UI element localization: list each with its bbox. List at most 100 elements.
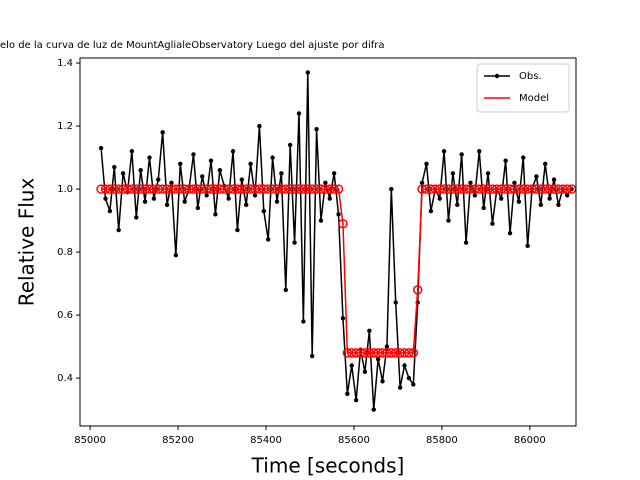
point <box>496 184 506 194</box>
point <box>397 385 403 390</box>
point <box>430 184 441 194</box>
point <box>472 193 478 198</box>
point <box>443 184 454 194</box>
point <box>239 177 245 182</box>
point <box>156 177 161 182</box>
point <box>395 348 405 358</box>
y-axis-label: Relative Flux <box>15 178 39 307</box>
point <box>336 212 341 217</box>
point <box>503 158 508 163</box>
point <box>201 184 212 194</box>
point <box>164 202 170 208</box>
point <box>478 184 489 194</box>
x-tick-label: 86000 <box>514 435 546 446</box>
point <box>208 158 214 163</box>
point <box>320 184 331 194</box>
point <box>272 184 282 194</box>
point <box>131 184 142 194</box>
point <box>279 171 284 176</box>
point <box>116 227 121 233</box>
point <box>441 149 447 154</box>
point <box>307 184 317 194</box>
y-tick-label: 0.4 <box>57 373 73 384</box>
point <box>329 184 339 194</box>
point <box>184 184 194 194</box>
point <box>162 184 172 194</box>
point <box>463 240 469 245</box>
point <box>465 184 476 194</box>
point <box>100 184 111 194</box>
point <box>254 184 265 194</box>
point <box>283 287 288 293</box>
point <box>377 348 388 358</box>
point <box>380 379 385 384</box>
point <box>270 155 275 160</box>
point <box>565 193 570 198</box>
point <box>331 171 337 176</box>
point <box>309 353 315 359</box>
point <box>481 205 486 211</box>
point <box>142 199 148 204</box>
point <box>544 184 555 194</box>
point <box>368 348 379 358</box>
point <box>522 184 533 194</box>
point <box>274 199 280 204</box>
point <box>521 155 526 160</box>
point <box>140 184 150 194</box>
x-axis-label: Time [seconds] <box>251 454 405 478</box>
y-tick-label: 1.4 <box>57 58 73 69</box>
point <box>439 184 449 194</box>
point <box>355 348 366 358</box>
point <box>245 184 256 194</box>
point <box>197 184 207 194</box>
point <box>129 149 135 154</box>
point <box>261 208 267 214</box>
point <box>98 145 104 151</box>
point <box>406 375 412 381</box>
point <box>421 184 432 194</box>
point <box>353 397 359 403</box>
point <box>287 142 293 148</box>
y-tick-label: 1.0 <box>57 184 73 195</box>
point <box>505 184 515 194</box>
point <box>408 348 419 358</box>
point <box>487 184 498 194</box>
point <box>450 171 456 176</box>
point <box>558 184 568 194</box>
point <box>248 161 253 167</box>
point <box>153 184 164 194</box>
point <box>371 407 376 412</box>
point <box>390 348 401 358</box>
point <box>373 348 383 358</box>
point <box>474 184 485 194</box>
point <box>384 344 390 349</box>
point <box>342 348 353 358</box>
point <box>281 184 291 194</box>
point <box>345 391 350 397</box>
point <box>404 348 414 358</box>
point <box>166 184 177 194</box>
point <box>173 253 179 258</box>
point <box>375 357 381 362</box>
point <box>175 184 186 194</box>
x-tick-label: 85600 <box>338 435 370 446</box>
point <box>285 184 295 194</box>
point <box>298 184 309 194</box>
point <box>303 184 313 194</box>
point <box>210 184 221 194</box>
point <box>135 184 146 194</box>
point <box>228 184 238 194</box>
x-tick-label: 85000 <box>74 435 106 446</box>
point <box>265 237 271 242</box>
legend-label: Model <box>519 93 549 104</box>
point <box>389 186 394 192</box>
point <box>382 348 392 358</box>
point <box>492 184 502 194</box>
point <box>516 199 522 204</box>
point <box>455 202 460 208</box>
point <box>393 300 398 305</box>
point <box>346 348 357 358</box>
point <box>107 208 113 214</box>
y-tick-label: 0.6 <box>57 310 73 321</box>
